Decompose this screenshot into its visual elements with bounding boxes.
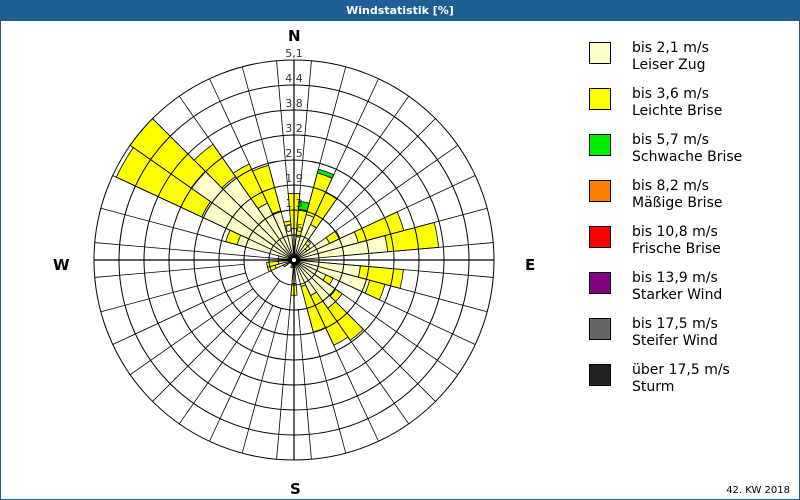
grid-spoke [342,207,488,248]
radial-tick-label: 0,6 [285,222,303,235]
grid-spoke [293,60,312,261]
grid-spoke [209,78,284,238]
grid-spoke [342,272,488,313]
grid-spoke [241,66,282,212]
grid-spoke [306,66,347,212]
grid-spoke [293,259,494,278]
wind-rose-chart: 0,6 1,3 1,9 2,5 3,2 3,8 4,4 5,1 [93,47,495,461]
legend-label: Mäßige Brise [632,195,723,211]
week-label: 42. KW 2018 [726,485,790,496]
compass-west-label: W [53,256,70,274]
grid-spoke [100,207,246,248]
wind-sector-bar [283,220,292,227]
legend-range: bis 10,8 m/s [632,224,718,240]
grid-spoke [241,308,282,454]
legend-label: Steifer Wind [632,333,718,349]
window-title: Windstatistik [%] [0,0,800,21]
grid-spoke [314,78,379,215]
grid-spoke [209,305,274,442]
grid-spoke [129,144,274,246]
grid-spoke [339,280,476,345]
grid-spoke [314,274,459,376]
grid-spoke [297,309,312,460]
grid-spoke [152,118,259,225]
legend-swatch-icon [589,272,611,294]
legend-label: Leichte Brise [632,103,723,119]
legend-swatch-icon [589,134,611,156]
legend-range: über 17,5 m/s [632,362,730,378]
wind-sector-bar [304,240,312,247]
radial-tick-label: 3,2 [285,122,303,135]
legend-swatch-icon [589,88,611,110]
legend-label: Frische Brise [632,241,721,257]
radial-tick-label: 1,3 [285,197,303,210]
grid-spoke [306,308,347,454]
legend-swatch-icon [589,364,611,386]
grid-spoke [329,295,436,402]
grid-spoke [329,118,436,225]
grid-spoke [276,60,291,211]
grid-spoke [178,95,266,220]
legend-range: bis 13,9 m/s [632,270,718,286]
legend-swatch-icon [589,318,611,340]
grid-spoke [178,280,280,425]
legend-swatch-icon [589,42,611,64]
grid-spoke [322,300,410,425]
grid-spoke [112,175,249,240]
radial-tick-label: 3,8 [285,97,303,110]
legend-range: bis 5,7 m/s [632,132,709,148]
legend-label: Starker Wind [632,287,723,303]
legend-range: bis 17,5 m/s [632,316,718,332]
legend-swatch-icon [589,180,611,202]
grid-spoke [343,242,494,257]
radial-tick-label: 2,5 [285,147,303,160]
grid-spoke [112,270,272,345]
grid-spoke [94,242,295,261]
radial-tick-label: 5,1 [285,47,303,60]
legend-label: Leiser Zug [632,57,706,73]
radial-tick-label: 4,4 [285,72,303,85]
legend-range: bis 8,2 m/s [632,178,709,194]
legend-swatch-icon [589,226,611,248]
legend-range: bis 2,1 m/s [632,40,709,56]
grid-spoke [152,295,259,402]
grid-spoke [100,272,246,313]
compass-east-label: E [525,256,536,274]
radial-tick-label: 1,9 [285,172,303,185]
grid-spoke [94,263,245,278]
grid-spoke [129,288,254,376]
grid-spoke [316,175,476,250]
legend-range: bis 3,6 m/s [632,86,709,102]
compass-north-label: N [288,27,301,45]
grid-spoke [304,282,379,442]
legend-label: Schwache Brise [632,149,743,165]
compass-south-label: S [290,480,301,498]
legend-label: Sturm [632,379,675,395]
grid-spoke [276,259,295,460]
grid-spoke [334,144,459,232]
grid-spoke [308,95,410,240]
